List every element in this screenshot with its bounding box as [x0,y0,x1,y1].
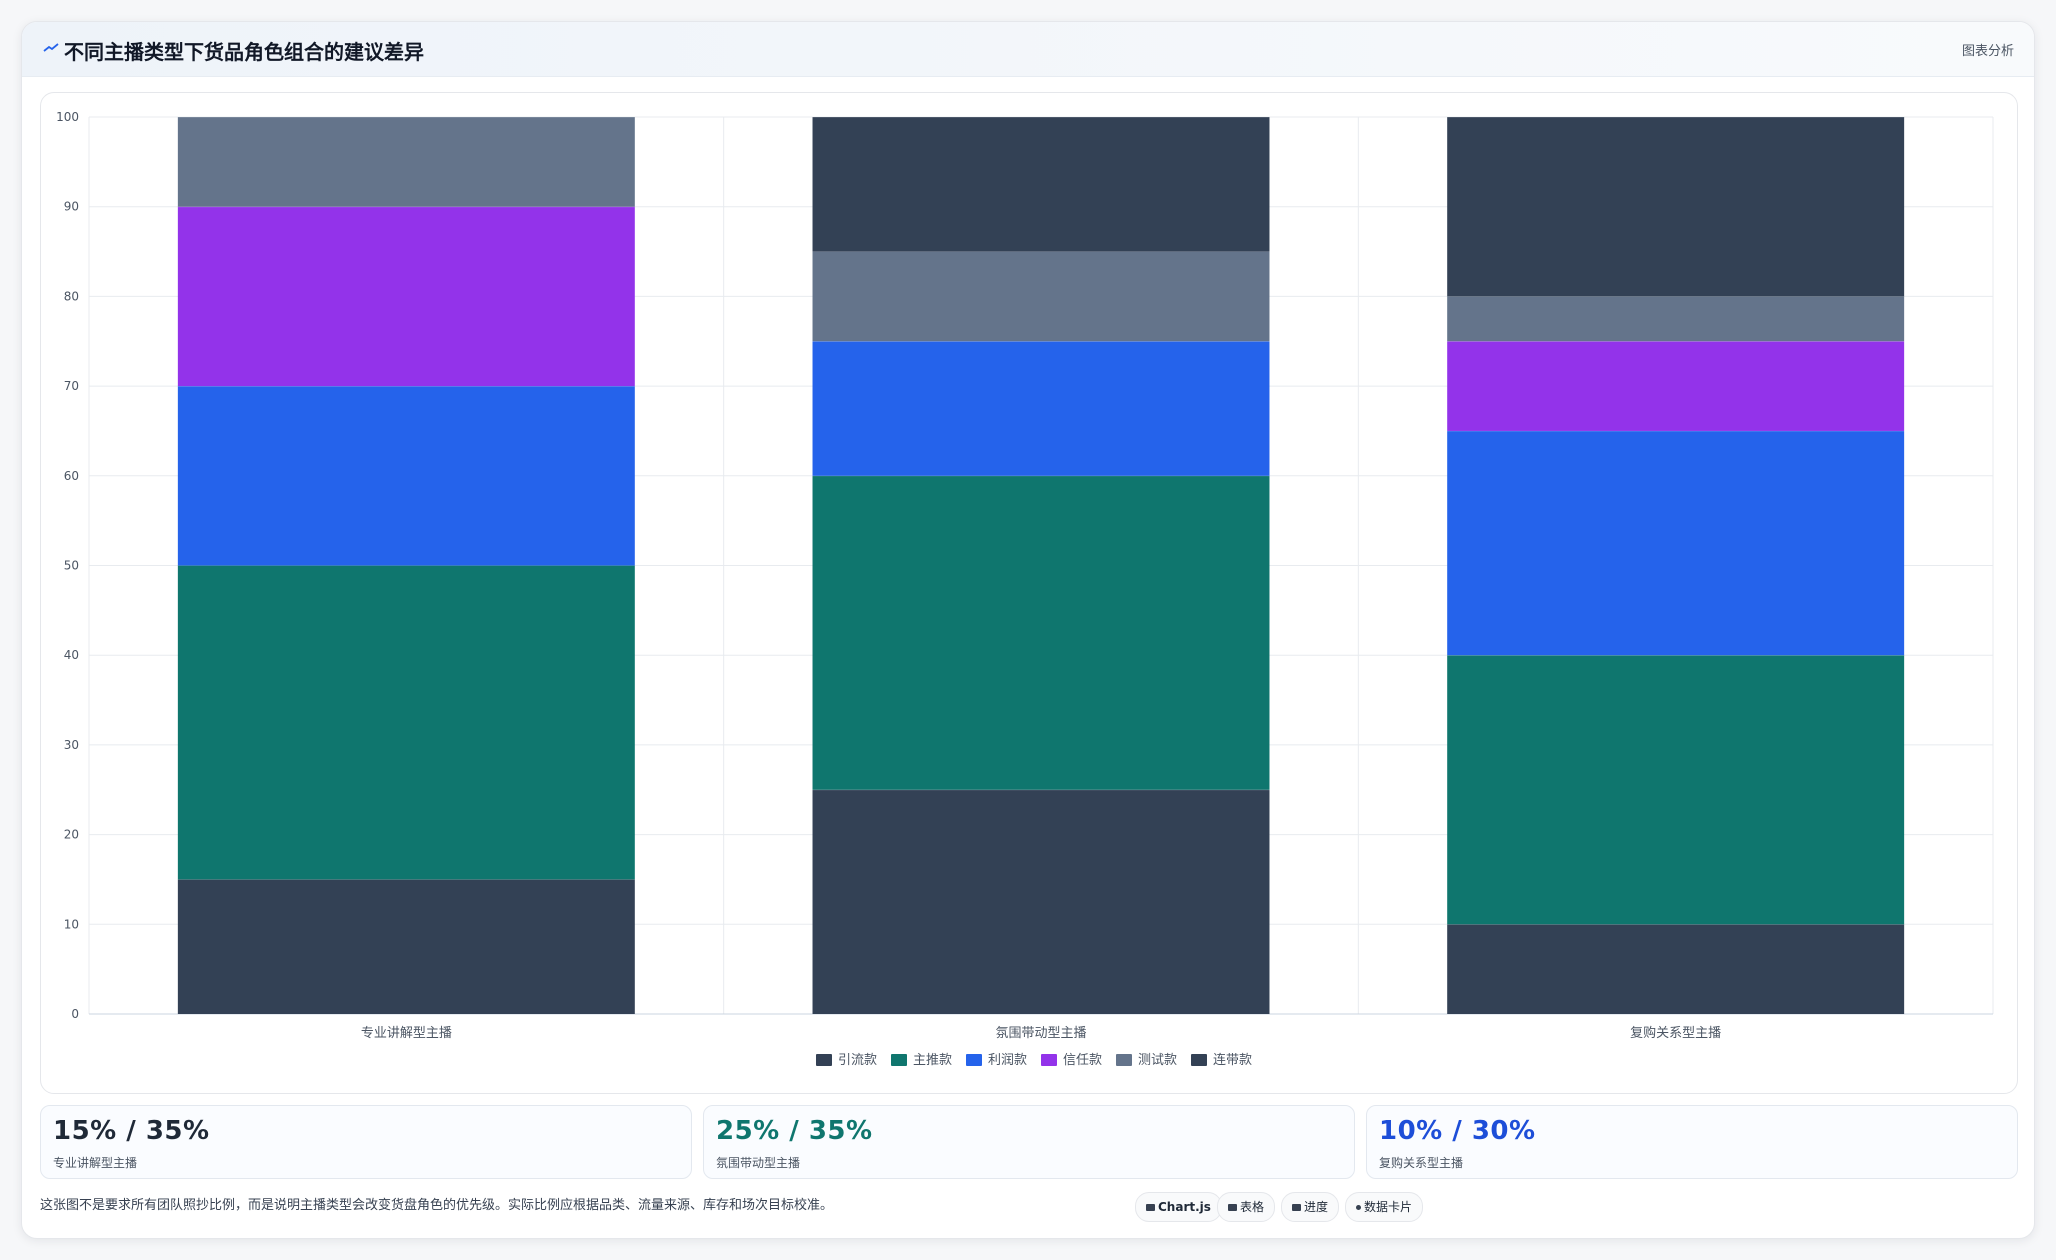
bar-segment [1447,296,1905,342]
stat-label: 氛围带动型主播 [716,1156,801,1170]
x-tick-label: 氛围带动型主播 [995,1026,1086,1041]
stat-card-2: 10% / 30% 复购关系型主播 [1366,1105,2018,1179]
legend-swatch [1191,1054,1207,1066]
stacked-bar-chart: 0 10 20 30 40 50 60 70 80 90 100 专业讲解型主播 氛围带动型主播 复购关系… [56,110,1994,1068]
tag-progress[interactable]: 进度 [1281,1192,1340,1222]
stat-label: 复购关系型主播 [1379,1156,1464,1170]
bar-segment [1447,924,1905,1014]
legend-label: 连带款 [1213,1052,1252,1068]
stat-cards: 15% / 35% 专业讲解型主播 25% / 35% 氛围带动型主播 10% … [40,1105,2018,1179]
tag-chartjs[interactable]: Chart.js [1135,1192,1222,1222]
y-tick-label: 50 [64,559,79,573]
bar-segment [812,789,1270,1014]
footnote: 这张图不是要求所有团队照抄比例，而是说明主播类型会改变货盘角色的优先级。实际比例… [40,1198,834,1213]
card-icon [1356,1205,1361,1210]
bar-segment [812,341,1270,476]
legend-swatch [966,1054,982,1066]
legend-swatch [1116,1054,1132,1066]
chart-line-icon [43,43,59,52]
progress-icon [1292,1204,1301,1211]
y-tick-label: 100 [56,110,79,124]
tag-data-card[interactable]: 数据卡片 [1345,1192,1424,1222]
bar-segment [1447,117,1905,297]
x-tick-label: 复购关系型主播 [1630,1025,1721,1041]
card-header: 不同主播类型下货品角色组合的建议差异 图表分析 [22,22,2034,77]
chart-analysis-link[interactable]: 图表分析 [1961,44,2014,59]
chart-card: 不同主播类型下货品角色组合的建议差异 图表分析 0 10 20 30 40 50 60 70 8… [21,21,2035,1239]
stat-value: 15% / 35% [53,1116,210,1146]
stat-label: 专业讲解型主播 [53,1156,138,1170]
y-tick-label: 0 [71,1007,79,1021]
bar-segment [1447,430,1905,656]
tag-table[interactable]: 表格 [1217,1192,1276,1222]
bar-segment [812,251,1270,342]
y-tick-label: 60 [64,469,79,483]
y-tick-label: 70 [64,379,79,393]
bar-segment [177,565,635,880]
legend-swatch [1041,1054,1057,1066]
y-tick-label: 10 [64,917,79,931]
bar-segment [177,386,635,566]
y-tick-label: 30 [64,738,79,752]
legend-label: 信任款 [1063,1053,1102,1068]
stat-card-1: 25% / 35% 氛围带动型主播 [703,1105,1355,1179]
y-tick-label: 40 [64,648,79,662]
legend-label: 主推款 [913,1053,952,1068]
bar-segment [1447,655,1905,925]
bar-segment [1447,341,1905,431]
stat-card-0: 15% / 35% 专业讲解型主播 [40,1105,692,1179]
legend-swatch [816,1054,832,1066]
bar-segment [177,117,635,207]
chart-container: 0 10 20 30 40 50 60 70 80 90 100 专业讲解型主播 氛围带动型主播 复购关系… [40,92,2018,1094]
stat-value: 25% / 35% [716,1116,873,1146]
bar-segment [177,879,635,1014]
stat-value: 10% / 30% [1379,1116,1536,1146]
bar-segment [812,117,1270,252]
legend-label: 引流款 [838,1053,877,1068]
page-title: 不同主播类型下货品角色组合的建议差异 [64,40,424,64]
x-tick-label: 专业讲解型主播 [361,1026,452,1041]
y-tick-label: 80 [64,289,79,303]
bar-segment [812,475,1270,790]
y-tick-label: 20 [64,828,79,842]
legend-label: 利润款 [988,1053,1027,1068]
legend-swatch [891,1054,907,1066]
chart-icon [1146,1204,1155,1211]
table-icon [1228,1204,1237,1211]
bar-segment [177,206,635,387]
y-tick-label: 90 [64,200,79,214]
legend-label: 测试款 [1138,1053,1177,1068]
